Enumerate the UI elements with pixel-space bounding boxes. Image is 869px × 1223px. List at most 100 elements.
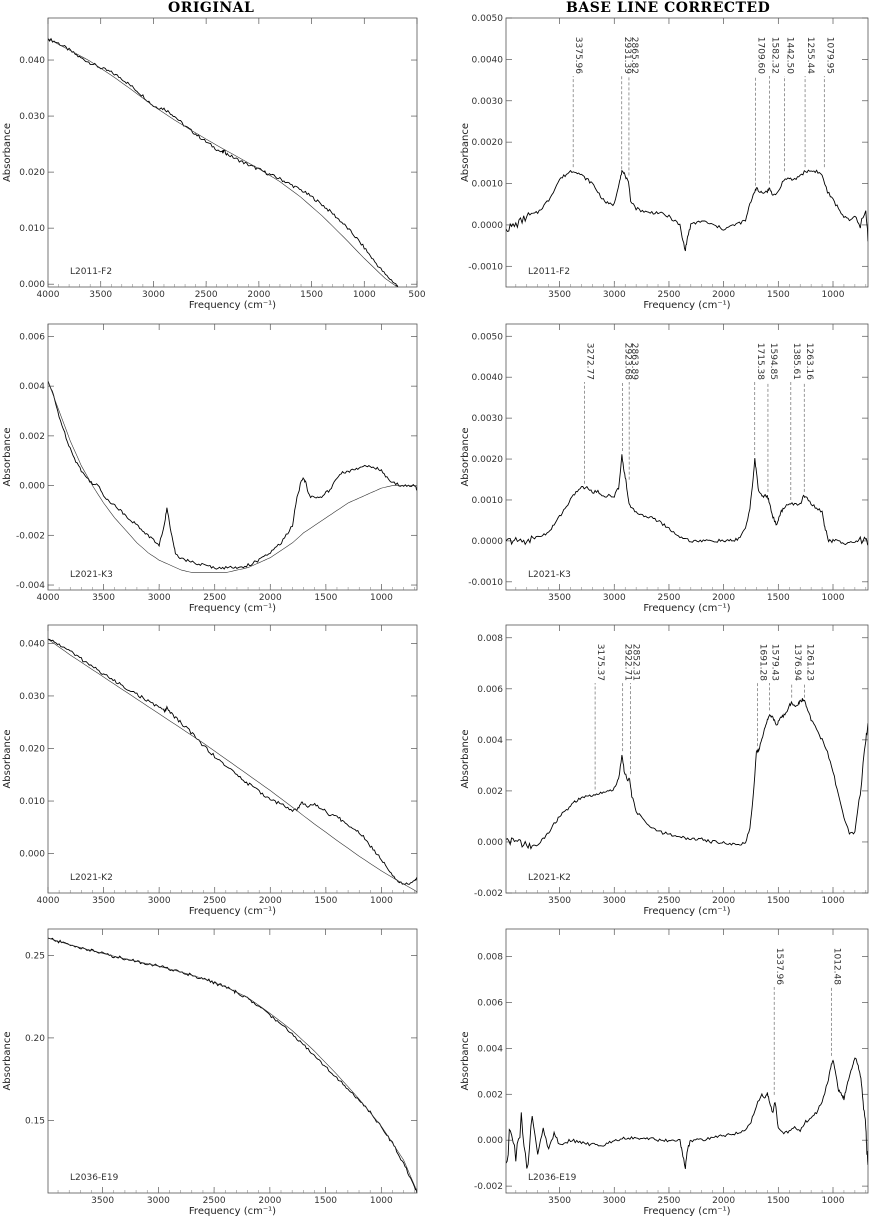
y-axis-label: Absorbance (2, 1031, 13, 1090)
x-tick-label: 3500 (91, 1196, 114, 1206)
x-tick-label: 2000 (247, 290, 270, 300)
plot-frame (505, 323, 869, 591)
x-tick-label: 2000 (712, 896, 735, 906)
x-tick-label: 2500 (658, 896, 681, 906)
y-tick-label: 0.000 (19, 280, 45, 290)
y-tick-label: 0.040 (19, 56, 45, 66)
peak-label: 1715.38 (755, 343, 765, 380)
peak-label: 1691.28 (757, 644, 767, 681)
peak-label: 1579.43 (770, 644, 780, 681)
peak-label: 1263.16 (804, 343, 814, 380)
x-tick-label: 1500 (767, 593, 790, 603)
y-axis-label: Absorbance (460, 427, 471, 486)
x-tick-label: 1000 (822, 896, 845, 906)
y-tick-label: 0.006 (477, 998, 503, 1008)
y-tick-label: 0.0000 (472, 537, 504, 547)
y-tick-label: 0.000 (477, 838, 503, 848)
plot-frame (47, 17, 418, 288)
x-tick-label: 3500 (92, 593, 115, 603)
x-tick-label: 1000 (822, 1196, 845, 1206)
y-tick-label: 0.040 (19, 639, 45, 649)
x-axis-label: Frequency (cm⁻¹) (643, 906, 730, 917)
x-tick-label: 2500 (658, 593, 681, 603)
x-tick-label: 1500 (767, 896, 790, 906)
sample-label: L2021-K3 (528, 570, 571, 580)
y-tick-label: -0.004 (16, 581, 45, 591)
y-tick-label: 0.20 (25, 1034, 45, 1044)
x-tick-label: 3500 (548, 290, 571, 300)
y-tick-label: 0.0030 (472, 97, 504, 107)
peak-label: 1385.61 (791, 343, 801, 380)
baseline-curve (48, 638, 417, 893)
x-axis-label: Frequency (cm⁻¹) (189, 906, 276, 917)
peak-label: 2923.68 (623, 343, 633, 380)
x-tick-label: 4000 (37, 593, 60, 603)
original-column-title: ORIGINAL (168, 0, 255, 16)
y-axis-label: Absorbance (460, 1031, 471, 1090)
x-tick-label: 2000 (259, 896, 282, 906)
chart-corr-4: 3500 3000 2500 2000 1500 1000 -0.002 0.000 0.002… (460, 928, 869, 1217)
peak-label: 1709.60 (755, 37, 765, 74)
spectrum-line (506, 454, 868, 546)
y-tick-label: 0.0050 (472, 14, 504, 24)
baseline-curve (48, 937, 417, 1192)
chart-orig-2: 4000 3500 3000 2500 2000 1500 1000 -0.004 -0.002… (2, 323, 418, 614)
y-tick-label: 0.0000 (472, 221, 504, 231)
y-tick-label: 0.030 (19, 112, 45, 122)
peak-label: 1079.95 (824, 37, 834, 74)
y-axis-label: Absorbance (2, 427, 13, 486)
x-tick-label: 2500 (203, 896, 226, 906)
x-tick-label: 3500 (92, 896, 115, 906)
y-tick-label: -0.002 (474, 889, 503, 899)
y-tick-label: 0.25 (25, 951, 45, 961)
peak-label: 3175.37 (595, 644, 605, 681)
baseline-curve (48, 38, 398, 287)
sample-label: L2036-E19 (528, 1173, 577, 1183)
peak-label: 2852.31 (630, 644, 640, 681)
x-tick-label: 1500 (314, 896, 337, 906)
spectrum-line (48, 638, 417, 886)
y-axis-label: Absorbance (460, 729, 471, 788)
sample-label: L2036-E19 (70, 1173, 119, 1183)
y-tick-label: 0.002 (477, 787, 503, 797)
x-tick-label: 1500 (767, 290, 790, 300)
sample-label: L2011-F2 (528, 267, 570, 277)
y-axis-label: Absorbance (2, 123, 13, 182)
x-axis-label: Frequency (cm⁻¹) (189, 1206, 276, 1217)
y-tick-label: 0.008 (477, 634, 503, 644)
y-tick-label: 0.008 (477, 953, 503, 963)
x-tick-label: 1500 (314, 593, 337, 603)
plot-frame (47, 323, 418, 591)
x-tick-label: 1500 (314, 1196, 337, 1206)
y-tick-label: 0.0040 (472, 373, 504, 383)
x-tick-label: 1500 (767, 1196, 790, 1206)
peak-label: 1012.48 (832, 948, 842, 985)
peak-label: 2922.71 (623, 644, 633, 681)
y-tick-label: -0.0010 (468, 262, 503, 272)
x-axis-label: Frequency (cm⁻¹) (643, 1206, 730, 1217)
spectrum-line (48, 381, 417, 570)
y-tick-label: 0.004 (19, 382, 45, 392)
peak-label: 1582.32 (769, 37, 779, 74)
x-tick-label: 1000 (370, 593, 393, 603)
y-tick-label: 0.020 (19, 168, 45, 178)
x-tick-label: 3000 (603, 593, 626, 603)
spectrum-line (48, 37, 399, 287)
plot-frame (505, 928, 869, 1194)
x-tick-label: 1000 (822, 593, 845, 603)
spectrum-line (506, 1057, 868, 1169)
y-tick-label: 0.002 (477, 1090, 503, 1100)
x-tick-label: 2500 (203, 1196, 226, 1206)
y-axis-label: Absorbance (460, 123, 471, 182)
x-tick-label: 2000 (259, 593, 282, 603)
x-tick-label: 2000 (258, 1196, 281, 1206)
y-tick-label: 0.0010 (472, 496, 504, 506)
sample-label: L2011-F2 (70, 267, 112, 277)
x-tick-label: 3500 (548, 896, 571, 906)
x-tick-label: 1000 (822, 290, 845, 300)
y-tick-label: 0.0010 (472, 180, 504, 190)
y-tick-label: 0.020 (19, 744, 45, 754)
y-tick-label: 0.004 (477, 1044, 503, 1054)
y-tick-label: 0.000 (19, 850, 45, 860)
